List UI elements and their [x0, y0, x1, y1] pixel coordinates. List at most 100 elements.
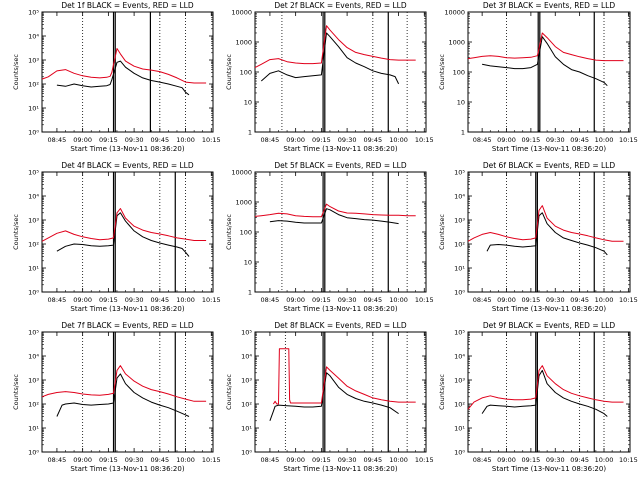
x-tick-label: 09:00: [497, 296, 516, 304]
x-tick-label: 10:15: [415, 456, 434, 464]
plot-frame: [467, 331, 631, 453]
series-line-events: [481, 369, 608, 417]
x-tick-label: 09:30: [125, 136, 144, 144]
y-tick-label: 10²: [454, 241, 465, 249]
x-tick-label: 09:30: [338, 296, 357, 304]
y-tick-label: 10³: [28, 57, 39, 65]
detector-panel-3: Det 3f BLACK = Events, RED = LLD 1 10 100 10…: [438, 1, 638, 153]
y-tick-label: 10: [457, 99, 465, 107]
x-tick-label: 08:45: [48, 136, 67, 144]
series-line-lld: [254, 203, 416, 218]
x-tick-label: 10:15: [619, 456, 638, 464]
y-tick-label: 1000: [235, 39, 252, 47]
y-tick-label: 10⁴: [241, 353, 252, 361]
y-tick-label: 10: [244, 259, 252, 267]
x-tick-label: 10:15: [619, 136, 638, 144]
x-axis-label: Start Time (13-Nov-11 08:36:20): [70, 145, 184, 153]
x-tick-label: 09:15: [522, 456, 541, 464]
x-tick-label: 08:45: [48, 456, 67, 464]
x-tick-label: 10:00: [176, 296, 195, 304]
x-tick-label: 09:00: [286, 296, 305, 304]
plot-frame: [41, 331, 214, 453]
x-tick-label: 09:30: [125, 296, 144, 304]
y-tick-label: 10⁴: [454, 193, 465, 201]
series-line-events: [56, 373, 190, 417]
x-tick-label: 09:45: [363, 456, 382, 464]
y-tick-label: 100: [240, 69, 252, 77]
x-tick-label: 08:45: [261, 136, 280, 144]
panel-title: Det 7f BLACK = Events, RED = LLD: [61, 321, 194, 330]
y-tick-label: 100: [240, 229, 252, 237]
panel-title: Det 2f BLACK = Events, RED = LLD: [274, 1, 407, 10]
x-axis-label: Start Time (13-Nov-11 08:36:20): [492, 145, 606, 153]
x-tick-label: 09:30: [338, 456, 357, 464]
x-tick-label: 09:45: [150, 296, 169, 304]
x-tick-label: 08:45: [473, 456, 492, 464]
detector-panel-7: Det 7f BLACK = Events, RED = LLD 10⁰ 10¹ 10…: [12, 321, 221, 473]
y-tick-label: 10⁴: [454, 353, 465, 361]
panel-title: Det 5f BLACK = Events, RED = LLD: [274, 161, 407, 170]
y-tick-label: 10000: [231, 169, 252, 177]
y-axis-label: Counts/sec: [225, 374, 233, 410]
y-tick-label: 10: [244, 99, 252, 107]
x-tick-label: 10:00: [595, 296, 614, 304]
detector-panel-8: Det 8f BLACK = Events, RED = LLD 10⁰ 10¹ 10…: [225, 321, 434, 473]
panel-title: Det 3f BLACK = Events, RED = LLD: [483, 1, 616, 10]
x-axis-label: Start Time (13-Nov-11 08:36:20): [492, 305, 606, 313]
y-axis-label: Counts/sec: [438, 374, 446, 410]
y-tick-label: 10⁰: [28, 289, 39, 297]
y-tick-label: 10⁰: [241, 449, 252, 457]
x-tick-label: 08:45: [473, 296, 492, 304]
x-tick-label: 10:15: [619, 296, 638, 304]
series-line-lld: [272, 348, 416, 405]
x-tick-label: 09:00: [73, 456, 92, 464]
x-tick-label: 10:00: [176, 136, 195, 144]
x-tick-label: 09:30: [546, 296, 565, 304]
y-tick-label: 10³: [28, 217, 39, 225]
series-line-lld: [467, 365, 624, 410]
y-axis-label: Counts/sec: [12, 214, 20, 250]
y-tick-label: 1: [461, 129, 465, 137]
x-axis-label: Start Time (13-Nov-11 08:36:20): [70, 305, 184, 313]
y-tick-label: 10⁴: [28, 33, 39, 41]
y-axis-label: Counts/sec: [12, 374, 20, 410]
x-tick-label: 09:30: [125, 456, 144, 464]
y-tick-label: 10¹: [28, 105, 39, 113]
x-tick-label: 09:15: [99, 136, 118, 144]
x-tick-label: 09:00: [497, 136, 516, 144]
y-tick-label: 10²: [28, 241, 39, 249]
x-tick-label: 09:45: [570, 296, 589, 304]
y-tick-label: 10³: [454, 217, 465, 225]
x-tick-label: 10:00: [389, 136, 408, 144]
series-line-lld: [467, 32, 624, 62]
y-tick-label: 1: [248, 129, 252, 137]
x-tick-label: 10:15: [202, 456, 221, 464]
detector-panel-9: Det 9f BLACK = Events, RED = LLD 10⁰ 10¹ 10…: [438, 321, 638, 473]
plot-frame: [254, 331, 427, 453]
y-tick-label: 10⁵: [454, 329, 465, 337]
x-tick-label: 08:45: [261, 296, 280, 304]
x-tick-label: 09:30: [546, 456, 565, 464]
detector-panel-2: Det 2f BLACK = Events, RED = LLD 1 10 100 10…: [225, 1, 434, 153]
x-tick-label: 10:00: [176, 456, 195, 464]
y-tick-label: 10²: [454, 401, 465, 409]
x-tick-label: 09:45: [150, 136, 169, 144]
series-line-events: [482, 36, 608, 87]
series-line-events: [56, 212, 190, 257]
y-tick-label: 10⁵: [241, 329, 252, 337]
x-tick-label: 09:45: [150, 456, 169, 464]
y-tick-label: 10¹: [28, 425, 39, 433]
y-tick-label: 10⁰: [28, 129, 39, 137]
series-line-events: [56, 60, 190, 96]
panel-title: Det 4f BLACK = Events, RED = LLD: [61, 161, 194, 170]
x-tick-label: 09:00: [73, 136, 92, 144]
series-line-lld: [254, 25, 416, 69]
x-tick-label: 10:15: [202, 136, 221, 144]
series-line-lld: [41, 365, 207, 402]
x-tick-label: 10:15: [415, 296, 434, 304]
x-tick-label: 09:45: [363, 296, 382, 304]
x-tick-label: 10:15: [202, 296, 221, 304]
y-tick-label: 10⁵: [454, 169, 465, 177]
panel-title: Det 1f BLACK = Events, RED = LLD: [61, 1, 194, 10]
